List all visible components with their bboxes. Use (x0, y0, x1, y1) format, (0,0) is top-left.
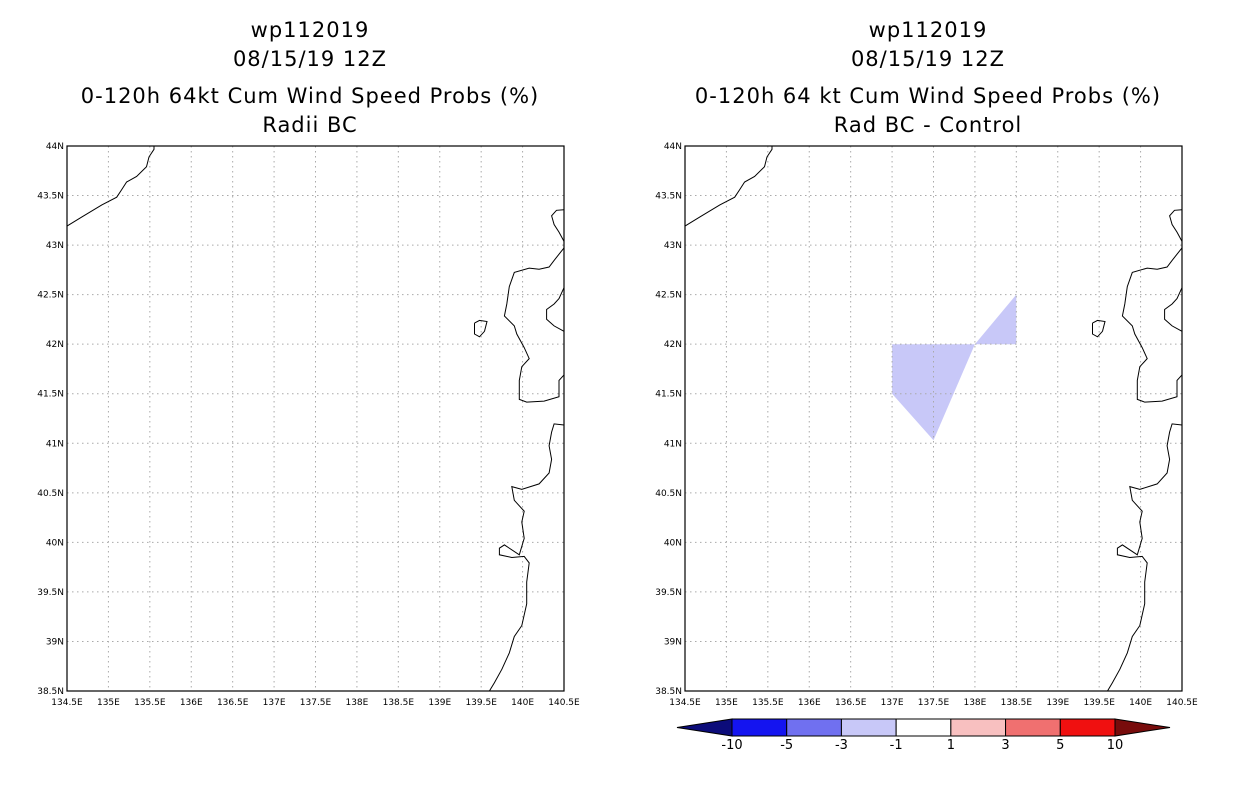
y-tick-label: 39.5N (655, 588, 682, 598)
coastline-segment (66, 146, 155, 227)
colorbar-extend-low (676, 718, 733, 737)
y-tick-label: 39N (46, 637, 64, 647)
y-tick-label: 38.5N (655, 687, 682, 697)
colorbar-box (1005, 718, 1061, 737)
x-tick-label: 139.5E (1083, 698, 1115, 708)
x-tick-label: 135E (715, 698, 738, 708)
x-tick-label: 138E (963, 698, 986, 708)
right-panel-title: wp112019 08/15/19 12Z 0-120h 64 kt Cum W… (658, 16, 1198, 140)
map-frame (66, 145, 565, 692)
x-tick-label: 140.5E (1166, 698, 1198, 708)
x-tick-label: 136E (798, 698, 821, 708)
colorbar-box (950, 718, 1007, 737)
x-tick-label: 136.5E (835, 698, 867, 708)
y-tick-label: 40N (46, 538, 64, 548)
y-tick-label: 44N (46, 142, 64, 152)
y-tick-label: 41.5N (37, 390, 64, 400)
colorbar-box (731, 718, 788, 737)
coastline-segment (1169, 209, 1183, 242)
coastline-segment (1164, 287, 1183, 332)
x-tick-label: 137.5E (918, 698, 950, 708)
y-tick-label: 39.5N (37, 588, 64, 598)
left-panel-title: wp112019 08/15/19 12Z 0-120h 64kt Cum Wi… (40, 16, 580, 140)
colorbar-label: 10 (1107, 738, 1124, 753)
colorbar-label: -3 (835, 738, 848, 753)
coastline-segment (546, 287, 565, 332)
y-tick-label: 42N (46, 340, 64, 350)
x-tick-label: 137E (881, 698, 904, 708)
x-tick-label: 134.5E (669, 698, 701, 708)
y-tick-label: 43.5N (37, 192, 64, 202)
map-frame (684, 145, 1183, 692)
y-tick-label: 41N (46, 439, 64, 449)
coastline-segment (551, 209, 565, 242)
y-tick-label: 40N (664, 538, 682, 548)
y-tick-label: 43N (46, 241, 64, 251)
x-tick-label: 135E (97, 698, 120, 708)
x-tick-label: 138.5E (1001, 698, 1033, 708)
coastline-segment (488, 423, 565, 692)
colorbar-label: -10 (721, 738, 742, 753)
coastline-segment (684, 146, 773, 227)
x-tick-label: 139.5E (465, 698, 497, 708)
right-title-subtitle: Rad BC - Control (833, 113, 1023, 137)
right-map-panel: 134.5E 135E 135.5E 136E 136.5E 137E 137.5E 138E… (655, 142, 1198, 708)
coastline-segment (1107, 423, 1183, 692)
y-tick-label: 41.5N (655, 390, 682, 400)
x-tick-label: 137.5E (300, 698, 332, 708)
left-title-subtitle: Radii BC (262, 113, 358, 137)
colorbar-box (895, 718, 952, 737)
colorbar-label: 3 (1001, 738, 1009, 753)
y-tick-label: 41N (664, 439, 682, 449)
y-tick-label: 42N (664, 340, 682, 350)
right-title-date: 08/15/19 12Z (850, 47, 1006, 71)
colorbar-label: -1 (890, 738, 903, 753)
coastline-segment (503, 247, 565, 403)
x-tick-label: 139E (428, 698, 451, 708)
y-tick-label: 39N (664, 637, 682, 647)
right-title-product: 0-120h 64 kt Cum Wind Speed Probs (%) (694, 84, 1162, 108)
y-tick-label: 40.5N (37, 489, 64, 499)
y-tick-label: 40.5N (655, 489, 682, 499)
x-tick-label: 136E (180, 698, 203, 708)
y-tick-label: 38.5N (37, 687, 64, 697)
left-title-product: 0-120h 64kt Cum Wind Speed Probs (%) (80, 84, 540, 108)
colorbar-box (840, 718, 897, 737)
y-tick-label: 43.5N (655, 192, 682, 202)
x-tick-label: 135.5E (134, 698, 166, 708)
x-tick-label: 134.5E (51, 698, 83, 708)
left-title-storm-id: wp112019 (250, 18, 370, 42)
right-title-storm-id: wp112019 (868, 18, 988, 42)
colorbar-label: 5 (1056, 738, 1064, 753)
colorbar-box (786, 718, 842, 737)
x-tick-label: 137E (263, 698, 286, 708)
coastline-segment (1121, 247, 1183, 403)
left-map-panel: 134.5E 135E 135.5E 136E 136.5E 137E 137.5E 138E… (37, 142, 580, 708)
y-tick-label: 42.5N (655, 291, 682, 301)
colorbar: -10 -5 -3 -1 1 3 5 10 (676, 718, 1171, 753)
coastline-segment (474, 319, 488, 338)
shaded-region-2 (974, 294, 1017, 345)
x-tick-label: 138E (345, 698, 368, 708)
y-tick-label: 44N (664, 142, 682, 152)
y-tick-label: 43N (664, 241, 682, 251)
x-tick-label: 135.5E (752, 698, 784, 708)
x-tick-label: 136.5E (217, 698, 249, 708)
y-tick-label: 42.5N (37, 291, 64, 301)
colorbar-extend-high (1114, 718, 1171, 737)
x-tick-label: 138.5E (383, 698, 415, 708)
x-tick-label: 140E (1129, 698, 1152, 708)
colorbar-label: 1 (947, 738, 955, 753)
x-tick-label: 139E (1046, 698, 1069, 708)
colorbar-label: -5 (780, 738, 793, 753)
left-title-date: 08/15/19 12Z (232, 47, 388, 71)
coastline-segment (1092, 319, 1106, 338)
x-tick-label: 140E (511, 698, 534, 708)
colorbar-box (1059, 718, 1116, 737)
x-tick-label: 140.5E (548, 698, 580, 708)
